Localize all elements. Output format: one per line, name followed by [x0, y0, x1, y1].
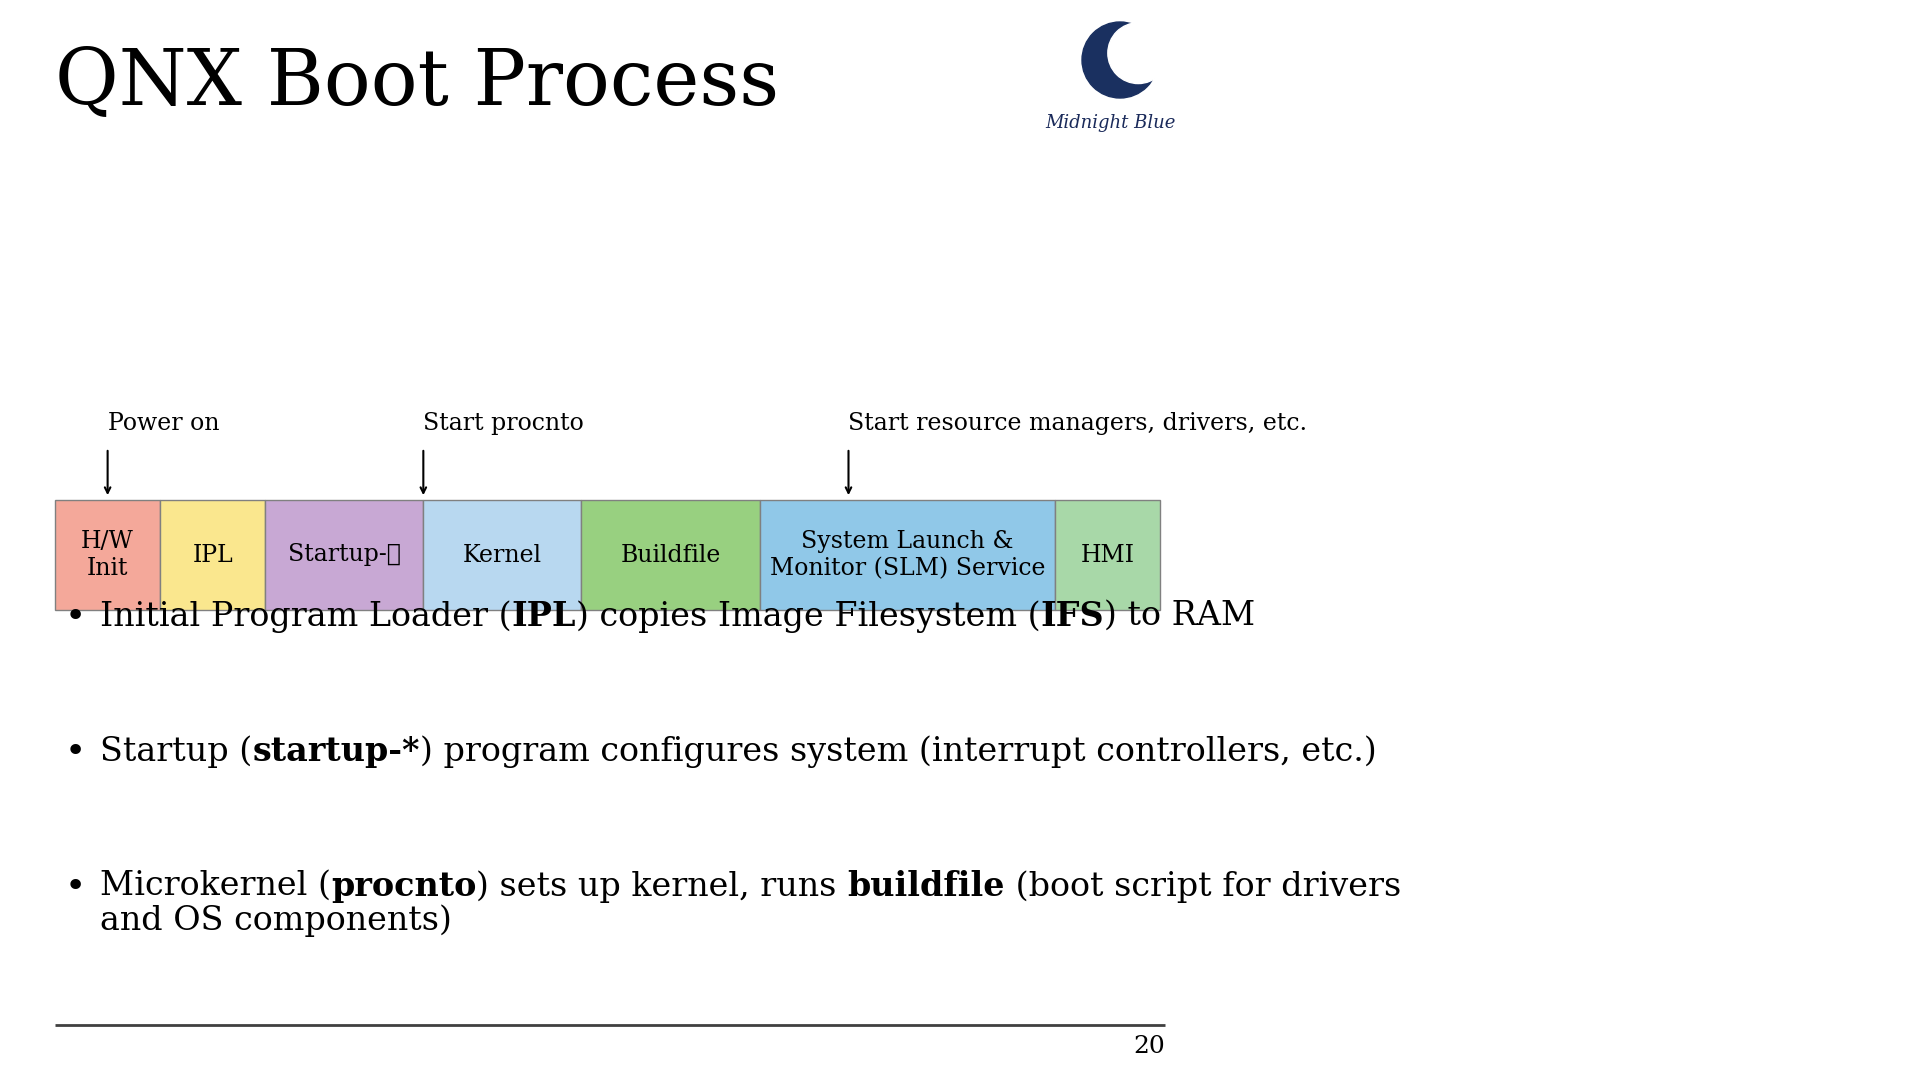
Text: buildfile: buildfile — [847, 870, 1004, 903]
Text: Startup-★: Startup-★ — [288, 543, 401, 567]
Text: Start procnto: Start procnto — [422, 411, 584, 435]
Bar — [265, 500, 422, 610]
Text: ) to RAM: ) to RAM — [1104, 600, 1256, 632]
Text: Kernel: Kernel — [463, 543, 541, 567]
Bar — [582, 500, 760, 610]
Bar — [422, 500, 582, 610]
Text: •: • — [65, 600, 86, 634]
Bar — [1054, 500, 1160, 610]
Text: QNX Boot Process: QNX Boot Process — [56, 45, 780, 121]
Text: Midnight Blue: Midnight Blue — [1044, 114, 1175, 132]
Text: startup-*: startup-* — [252, 735, 420, 768]
Text: (boot script for drivers: (boot script for drivers — [1004, 870, 1402, 903]
Text: ) sets up kernel, runs: ) sets up kernel, runs — [476, 870, 847, 903]
Bar — [760, 500, 1054, 610]
Text: IPL: IPL — [192, 543, 232, 567]
Bar — [56, 500, 159, 610]
Text: Initial Program Loader (: Initial Program Loader ( — [100, 600, 511, 633]
Text: procnto: procnto — [330, 870, 476, 903]
Text: System Launch &
Monitor (SLM) Service: System Launch & Monitor (SLM) Service — [770, 530, 1044, 580]
Bar — [159, 500, 265, 610]
Text: 20: 20 — [1133, 1035, 1165, 1058]
Text: •: • — [65, 870, 86, 904]
Text: HMI: HMI — [1081, 543, 1135, 567]
Text: IPL: IPL — [511, 600, 576, 633]
Text: IFS: IFS — [1041, 600, 1104, 633]
Text: ) program configures system (interrupt controllers, etc.): ) program configures system (interrupt c… — [420, 735, 1377, 768]
Circle shape — [1083, 22, 1158, 98]
Text: Buildfile: Buildfile — [620, 543, 720, 567]
Text: Start resource managers, drivers, etc.: Start resource managers, drivers, etc. — [849, 411, 1308, 435]
Text: Power on: Power on — [108, 411, 219, 435]
Text: H/W
Init: H/W Init — [81, 530, 134, 580]
Circle shape — [1108, 23, 1169, 83]
Text: Startup (: Startup ( — [100, 735, 252, 768]
Text: Microkernel (: Microkernel ( — [100, 870, 330, 902]
Text: •: • — [65, 735, 86, 769]
Text: ) copies Image Filesystem (: ) copies Image Filesystem ( — [576, 600, 1041, 633]
Text: and OS components): and OS components) — [100, 904, 451, 936]
